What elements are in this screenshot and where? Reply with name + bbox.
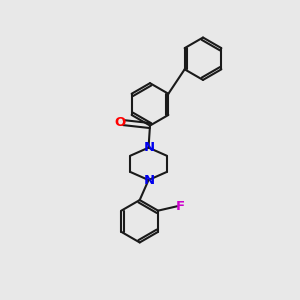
Text: N: N xyxy=(144,141,155,154)
Text: N: N xyxy=(144,173,155,187)
Text: O: O xyxy=(114,116,126,129)
Text: F: F xyxy=(176,200,185,213)
